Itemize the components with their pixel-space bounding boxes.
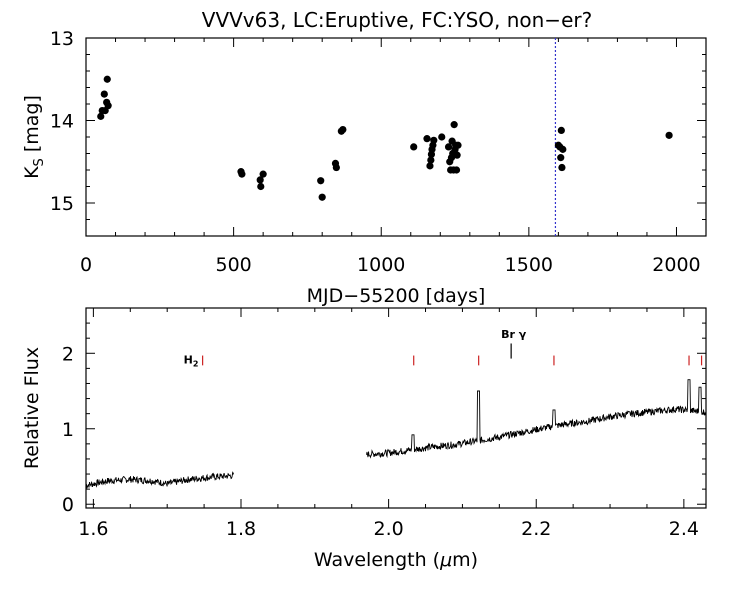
- chart-title: VVVv63, LC:Eruptive, FC:YSO, non−er?: [202, 8, 592, 32]
- lightcurve-x-label: MJD−55200 [days]: [307, 285, 486, 307]
- x-tick-label: 2.0: [374, 518, 404, 540]
- data-point: [452, 166, 461, 174]
- x-tick-label: 2.2: [521, 518, 551, 540]
- spectrum-curve: [85, 470, 235, 490]
- data-point: [332, 163, 340, 172]
- spectrum-curve: [366, 379, 707, 459]
- spectrum-line-markers: H2 Br γ: [184, 328, 703, 368]
- lightcurve-plot-frame: [85, 37, 707, 237]
- data-point: [450, 121, 458, 129]
- data-point: [100, 90, 108, 98]
- spectrum-ticks: 1.6 1.8 2.0 2.2 2.4 0 1 2: [62, 308, 706, 540]
- data-point: [454, 141, 462, 149]
- data-point: [444, 143, 453, 151]
- data-point: [557, 154, 565, 162]
- x-tick-label: 500: [215, 254, 251, 276]
- data-point: [427, 156, 435, 164]
- lightcurve-points: [97, 75, 673, 201]
- y-tick-label: 1: [62, 419, 74, 441]
- data-point: [339, 125, 347, 134]
- data-point: [426, 162, 434, 170]
- x-tick-label: 2.4: [669, 518, 699, 540]
- lightcurve-ticks: 0 500 1000 1500 2000 13 14 15: [50, 28, 706, 276]
- data-point: [430, 136, 438, 144]
- data-point: [665, 131, 673, 139]
- y-tick-label: 15: [50, 193, 74, 215]
- data-point: [558, 163, 566, 172]
- data-point: [257, 182, 265, 191]
- data-point: [103, 75, 111, 83]
- y-tick-label: 14: [50, 111, 74, 133]
- data-point: [453, 151, 461, 159]
- spectrum-y-label: Relative Flux: [21, 347, 43, 469]
- data-point: [238, 170, 246, 178]
- x-tick-label: 1000: [357, 254, 405, 276]
- line-marker-label: H2: [184, 353, 199, 368]
- data-point: [259, 170, 267, 178]
- data-point: [104, 102, 112, 110]
- x-tick-label: 1.6: [78, 518, 108, 540]
- data-point: [256, 176, 264, 184]
- spectrum-x-label: Wavelength (μm): [314, 549, 478, 571]
- x-tick-label: 0: [80, 254, 92, 276]
- line-marker-label: Br γ: [501, 328, 527, 341]
- x-tick-label: 1.8: [226, 518, 256, 540]
- data-point: [423, 135, 431, 143]
- y-tick-label: 13: [50, 28, 74, 50]
- lightcurve-y-label: KS [mag]: [21, 95, 47, 179]
- spectrum-panel: 1.6 1.8 2.0 2.2 2.4 0 1 2 H2 Br γ Wavelength (μm…: [21, 307, 707, 571]
- x-tick-label: 2000: [652, 254, 700, 276]
- data-point: [559, 145, 567, 153]
- data-point: [557, 126, 565, 134]
- data-point: [317, 177, 325, 185]
- spectrum-curve-group: [85, 379, 707, 490]
- data-point: [318, 193, 326, 201]
- data-point: [410, 143, 418, 151]
- x-tick-label: 1500: [505, 254, 553, 276]
- spectrum-plot-frame: [85, 307, 707, 509]
- y-tick-label: 0: [62, 494, 74, 516]
- data-point: [438, 133, 446, 141]
- y-tick-label: 2: [62, 343, 74, 365]
- data-point: [97, 112, 105, 120]
